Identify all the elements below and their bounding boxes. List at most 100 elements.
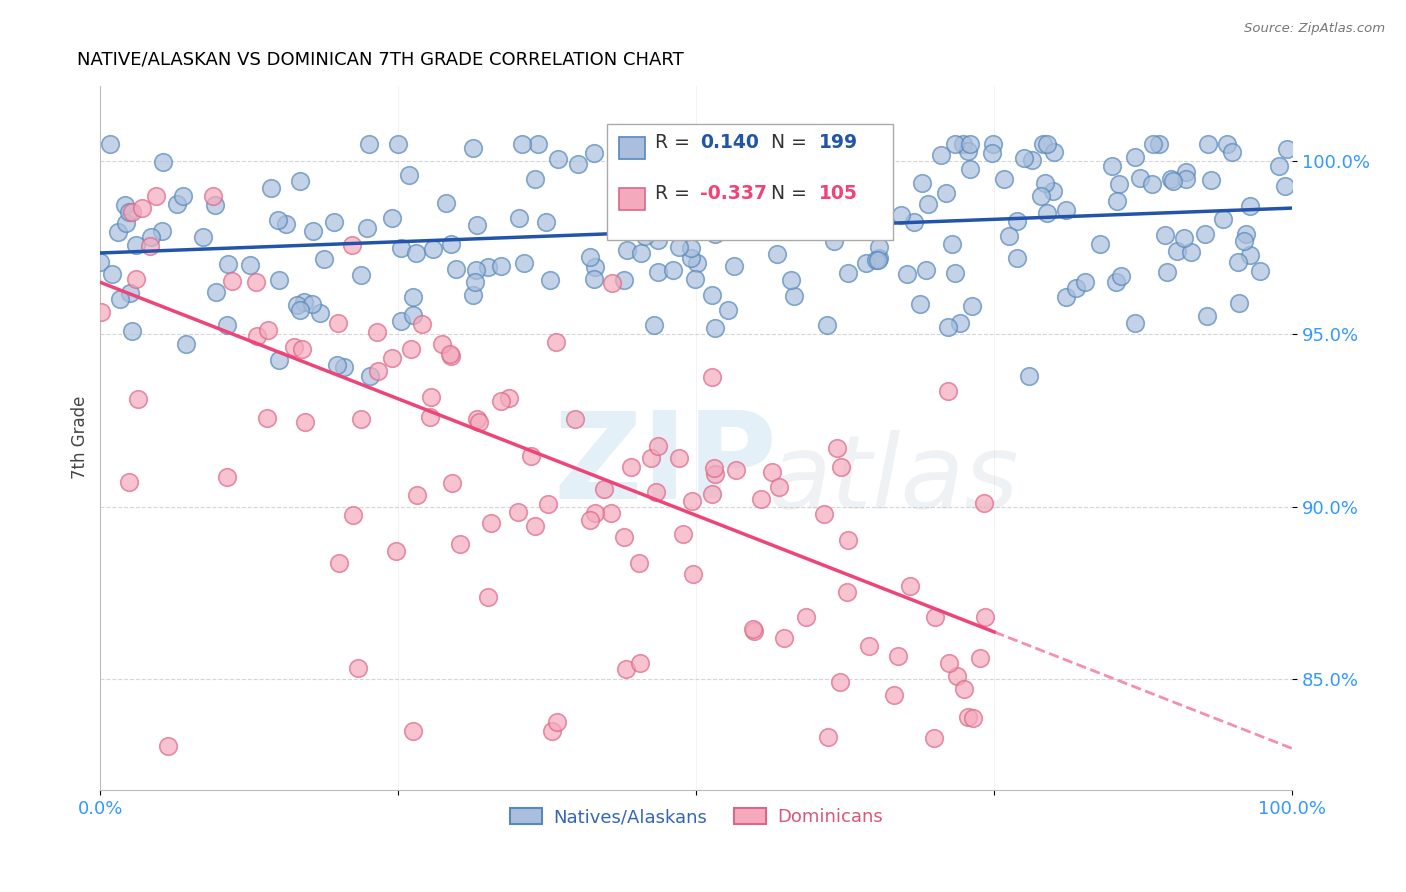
Point bbox=[837, 266, 859, 280]
Point bbox=[349, 412, 371, 426]
Point bbox=[959, 161, 981, 176]
Point bbox=[766, 137, 789, 152]
Legend: Natives/Alaskans, Dominicans: Natives/Alaskans, Dominicans bbox=[502, 801, 890, 834]
Point bbox=[637, 219, 659, 233]
Point bbox=[1074, 275, 1097, 289]
Point bbox=[1036, 137, 1059, 152]
Point bbox=[465, 262, 488, 277]
Point bbox=[398, 168, 420, 182]
Point bbox=[1042, 185, 1064, 199]
Point bbox=[800, 205, 823, 219]
Point bbox=[121, 204, 143, 219]
Point bbox=[1129, 171, 1152, 186]
Point bbox=[827, 442, 849, 456]
Point bbox=[440, 349, 463, 363]
Point bbox=[898, 579, 921, 593]
Point bbox=[936, 320, 959, 334]
Point bbox=[702, 487, 724, 501]
Point bbox=[1123, 150, 1146, 164]
Point bbox=[479, 516, 502, 530]
Point bbox=[1111, 268, 1133, 283]
Point bbox=[205, 285, 228, 299]
Point bbox=[628, 557, 651, 571]
Point bbox=[419, 390, 441, 404]
Point bbox=[439, 347, 461, 361]
Point bbox=[359, 137, 381, 152]
Point bbox=[288, 303, 311, 318]
Point bbox=[1175, 165, 1198, 179]
Point bbox=[700, 370, 723, 384]
Point bbox=[980, 145, 1002, 160]
Point bbox=[356, 220, 378, 235]
Point bbox=[308, 306, 330, 320]
Point bbox=[467, 218, 489, 232]
Point bbox=[668, 240, 690, 254]
Point bbox=[1233, 234, 1256, 248]
Point bbox=[1249, 263, 1271, 277]
Point bbox=[1212, 211, 1234, 226]
Point bbox=[118, 285, 141, 300]
Point bbox=[868, 240, 890, 254]
Point bbox=[668, 450, 690, 465]
Point bbox=[620, 460, 643, 475]
Point bbox=[924, 609, 946, 624]
Point bbox=[246, 329, 269, 343]
Point bbox=[101, 268, 124, 282]
Point bbox=[782, 289, 804, 303]
Point bbox=[969, 651, 991, 665]
Point bbox=[387, 137, 409, 152]
Point bbox=[682, 567, 704, 582]
Point bbox=[547, 152, 569, 166]
Point bbox=[908, 297, 931, 311]
Point bbox=[600, 277, 623, 291]
Point bbox=[269, 353, 291, 368]
Point bbox=[828, 675, 851, 690]
Point bbox=[579, 251, 602, 265]
Point bbox=[257, 323, 280, 337]
Point bbox=[508, 211, 530, 225]
Point bbox=[887, 649, 910, 664]
Point bbox=[647, 264, 669, 278]
Point bbox=[405, 488, 427, 502]
Point bbox=[866, 253, 889, 268]
Point bbox=[1161, 174, 1184, 188]
Point bbox=[1032, 137, 1054, 152]
Point bbox=[157, 739, 180, 753]
Point bbox=[411, 317, 433, 331]
Point bbox=[1234, 227, 1257, 241]
Point bbox=[903, 215, 925, 229]
Point bbox=[217, 257, 239, 271]
Point bbox=[723, 259, 745, 273]
Point bbox=[981, 137, 1004, 152]
Text: N =: N = bbox=[759, 133, 813, 152]
Point bbox=[1033, 176, 1056, 190]
Point bbox=[813, 508, 835, 522]
Point bbox=[1227, 254, 1250, 268]
Point bbox=[1195, 310, 1218, 324]
Point bbox=[166, 197, 188, 211]
Text: 105: 105 bbox=[820, 184, 858, 202]
Point bbox=[1043, 145, 1066, 159]
Point bbox=[465, 412, 488, 426]
Point bbox=[523, 172, 546, 186]
Point bbox=[817, 137, 839, 152]
Point bbox=[690, 203, 713, 218]
Point bbox=[936, 384, 959, 399]
Point bbox=[883, 689, 905, 703]
Point bbox=[683, 272, 706, 286]
Point bbox=[118, 475, 141, 489]
Point bbox=[402, 723, 425, 738]
Point bbox=[1275, 142, 1298, 156]
Point bbox=[422, 242, 444, 256]
Point bbox=[108, 292, 131, 306]
Point bbox=[681, 494, 703, 508]
Point bbox=[1142, 137, 1164, 152]
Point bbox=[402, 289, 425, 303]
Point bbox=[291, 343, 314, 357]
Point bbox=[768, 480, 790, 494]
Point bbox=[582, 145, 605, 160]
Point bbox=[381, 351, 404, 365]
Point bbox=[172, 189, 194, 203]
Point bbox=[915, 263, 938, 277]
Point bbox=[765, 145, 787, 160]
